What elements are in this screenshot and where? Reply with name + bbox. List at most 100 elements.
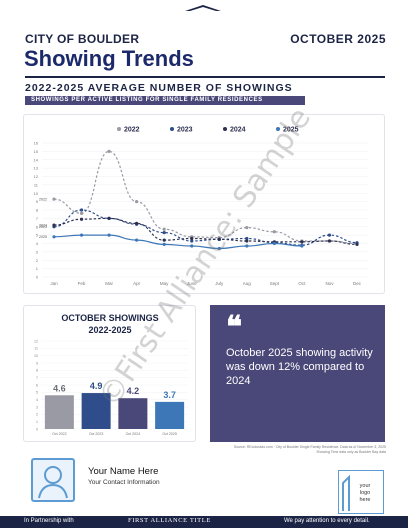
bar-value-label: 4.9 [90,381,103,391]
report-month: OCTOBER 2025 [290,32,386,46]
bar-value-label: 3.7 [163,390,176,400]
x-tick-label: Feb [78,281,86,286]
footer-company: FIRST ALLIANCE TITLE [128,517,211,524]
y-tick-label: 5 [36,391,38,395]
bar-value-label: 4.2 [127,386,140,396]
logo-text: your logo here [359,483,370,503]
data-point-2022 [79,211,84,215]
point-label: 2023 [39,225,47,229]
x-tick-label: Oct 2025 [162,432,177,436]
stat-panel [210,305,385,442]
point-label: 2022 [39,197,47,201]
y-tick-label: 1 [36,266,39,271]
data-point-2025 [217,246,221,251]
x-tick-label: Mar [105,281,113,286]
series-line-2023 [53,209,358,246]
agent-contact: Your Contact Information [88,479,160,486]
y-tick-label: 7 [36,216,39,221]
data-point-2022 [162,227,166,231]
y-tick-label: 8 [36,369,38,373]
y-tick-label: 5 [36,233,39,238]
logo-frame-icon: your logo here [342,474,371,511]
y-tick-label: 4 [36,398,38,402]
y-tick-label: 2 [36,258,39,263]
y-tick-label: 0 [36,275,39,280]
data-point-2024 [52,223,56,227]
data-point-2025 [272,241,276,246]
data-point-2024 [327,239,332,243]
title-divider [25,76,385,78]
x-tick-label: June [187,281,197,286]
data-point-2025 [79,233,84,237]
data-point-2024 [135,221,139,225]
data-point-2022 [107,149,111,153]
x-tick-label: July [215,281,224,286]
y-tick-label: 12 [34,174,39,179]
data-point-2025 [190,244,194,248]
data-point-2024 [162,238,166,242]
x-tick-label: Jan [50,281,58,286]
logo-placeholder: your logo here [338,470,384,514]
data-point-2025 [245,244,249,248]
data-point-2023 [190,239,194,243]
data-point-2025 [107,233,111,237]
bar [155,401,185,429]
bar [81,393,111,429]
city-label: CITY OF BOULDER [25,32,140,46]
bar [118,398,148,429]
data-point-2024 [300,240,304,244]
bar [44,395,74,429]
stat-text: October 2025 showing activity was down 1… [226,347,373,387]
footer-partnership: In Partnership with [24,518,74,524]
data-point-2022 [245,225,249,230]
data-point-2024 [190,236,194,241]
series-line-2025 [53,234,302,250]
roof-mark-icon [185,5,221,11]
data-point-2024 [245,239,249,243]
y-tick-label: 7 [36,376,38,380]
agent-name: Your Name Here [88,466,159,477]
y-tick-label: 2 [36,413,38,417]
x-tick-label: Aug [243,281,252,286]
y-tick-label: 6 [36,383,38,387]
avatar [31,458,75,502]
source-note: Source: REcolorado.com · City of Boulder… [226,445,386,455]
y-tick-label: 15 [34,149,39,154]
data-point-2024 [79,217,84,221]
data-point-2022 [135,200,139,204]
y-tick-label: 4 [36,241,39,246]
x-tick-label: Dec [353,281,362,286]
legend-label: 2023 [177,127,193,134]
data-point-2022 [52,197,56,201]
footer-tagline: We pay attention to every detail. [284,518,370,524]
data-point-2024 [107,216,111,220]
data-point-2024 [217,237,221,241]
y-tick-label: 9 [36,199,39,204]
logo-text-line: here [359,497,370,503]
data-point-2023 [245,236,249,241]
y-tick-label: 13 [34,166,39,171]
y-tick-label: 16 [34,141,39,146]
legend-label: 2022 [124,127,140,134]
y-tick-label: 10 [34,354,38,358]
y-tick-label: 3 [36,405,38,409]
data-point-2024 [355,242,359,246]
y-tick-label: 11 [34,182,39,187]
x-tick-label: Nov [325,281,334,286]
section-band: SHOWINGS PER ACTIVE LISTING FOR SINGLE F… [25,96,305,105]
x-tick-label: Oct 2023 [89,432,104,436]
x-tick-label: May [160,281,169,286]
legend-label: 2024 [230,127,246,134]
bar-chart-title: OCTOBER SHOWINGS 2022-2025 [40,312,180,336]
point-label: 2025 [39,235,47,239]
data-point-2025 [300,244,304,248]
legend-marker [117,127,121,131]
data-point-2025 [135,238,139,242]
x-tick-label: Oct 2024 [126,432,141,436]
data-point-2022 [272,230,276,234]
series-line-2024 [53,217,358,245]
legend-marker [170,127,174,131]
data-point-2025 [162,242,166,246]
